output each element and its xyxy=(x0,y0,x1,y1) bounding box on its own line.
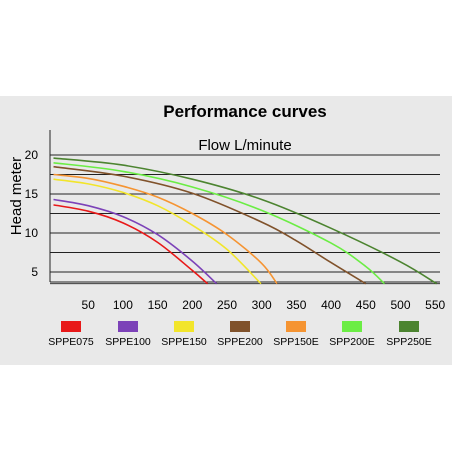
x-tick-label: 350 xyxy=(286,298,306,312)
x-tick-label: 500 xyxy=(390,298,410,312)
chart-title: Performance curves xyxy=(163,102,326,121)
x-tick-label: 550 xyxy=(425,298,445,312)
legend-swatch-spp150e xyxy=(286,321,306,332)
legend-label-sppe100: SPPE100 xyxy=(105,336,151,348)
series-curve-sppe100 xyxy=(53,198,218,285)
y-tick-label: 5 xyxy=(31,265,38,279)
y-tick-label: 10 xyxy=(25,226,39,240)
legend-label-spp150e: SPP150E xyxy=(273,336,319,348)
legend-label-spp250e: SPP250E xyxy=(386,336,432,348)
y-tick-label: 20 xyxy=(25,148,39,162)
legend-swatch-sppe150 xyxy=(174,321,194,332)
tick-labels: 50 100 150 200 250 300 350 400 450 500 550 5 10 15 20 xyxy=(25,148,446,312)
series-curve-spp150e xyxy=(53,173,278,285)
legend-swatch-spp200e xyxy=(342,321,362,332)
x-tick-label: 100 xyxy=(113,298,133,312)
legend-swatch-sppe100 xyxy=(118,321,138,332)
legend: SPPE075 SPPE100 SPPE150 SPPE200 SPP150E SPP20… xyxy=(48,321,432,348)
legend-swatch-sppe075 xyxy=(61,321,81,332)
series-curve-sppe200 xyxy=(53,165,367,285)
x-tick-label: 200 xyxy=(182,298,202,312)
chart-subtitle: Flow L/minute xyxy=(198,137,291,154)
x-tick-label: 250 xyxy=(217,298,237,312)
legend-label-sppe150: SPPE150 xyxy=(161,336,207,348)
series-curve-spp250e xyxy=(53,157,438,285)
x-tick-label: 300 xyxy=(252,298,272,312)
axes xyxy=(49,130,440,283)
series-curves xyxy=(53,157,438,285)
x-tick-label: 150 xyxy=(148,298,168,312)
x-tick-label: 400 xyxy=(321,298,341,312)
y-axis-label: Head meter xyxy=(8,157,25,235)
legend-swatch-spp250e xyxy=(399,321,419,332)
series-curve-sppe075 xyxy=(53,204,209,285)
legend-label-sppe075: SPPE075 xyxy=(48,336,94,348)
chart-background xyxy=(0,96,452,365)
series-curve-spp200e xyxy=(53,162,386,285)
legend-label-sppe200: SPPE200 xyxy=(217,336,263,348)
legend-swatch-sppe200 xyxy=(230,321,250,332)
legend-label-spp200e: SPP200E xyxy=(329,336,375,348)
y-tick-label: 15 xyxy=(25,187,39,201)
x-tick-label: 450 xyxy=(356,298,376,312)
x-tick-label: 50 xyxy=(82,298,96,312)
series-curve-sppe150 xyxy=(53,178,262,285)
